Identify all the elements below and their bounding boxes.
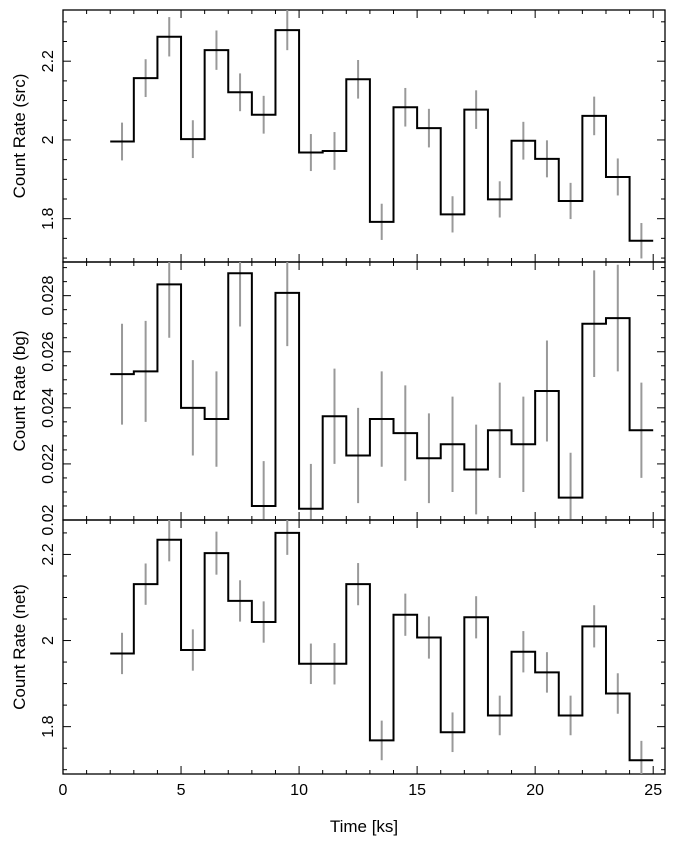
x-tick-label: 10 [290, 782, 308, 799]
light-curve-step-line [110, 29, 654, 242]
light-curve-step-line [110, 531, 654, 762]
y-tick-label: 0.026 [40, 332, 57, 372]
y-axis-label: Count Rate (src) [10, 74, 29, 199]
y-tick-label: 2 [40, 135, 57, 144]
x-tick-label: 5 [177, 782, 186, 799]
y-tick-label: 2 [40, 636, 57, 645]
y-tick-label: 0.02 [40, 504, 57, 535]
y-tick-label: 2.2 [40, 50, 57, 72]
x-tick-label: 25 [644, 782, 662, 799]
x-tick-label: 15 [408, 782, 426, 799]
y-tick-label: 2.2 [40, 543, 57, 565]
y-tick-label: 0.028 [40, 276, 57, 316]
y-tick-label: 0.024 [40, 388, 57, 428]
y-tick-label: 1.8 [40, 207, 57, 229]
light-curve-step-line [110, 272, 654, 510]
y-axis-label: Count Rate (net) [10, 584, 29, 710]
panel-frame-2 [62, 261, 666, 521]
y-axis-label: Count Rate (bg) [10, 331, 29, 452]
x-tick-label: 0 [59, 782, 68, 799]
y-tick-label: 1.8 [40, 715, 57, 737]
x-tick-label: 20 [526, 782, 544, 799]
panel-frame-1 [62, 9, 666, 263]
y-tick-label: 0.022 [40, 444, 57, 484]
panel-frame-3 [62, 519, 666, 775]
x-axis-label: Time [ks] [330, 817, 398, 836]
